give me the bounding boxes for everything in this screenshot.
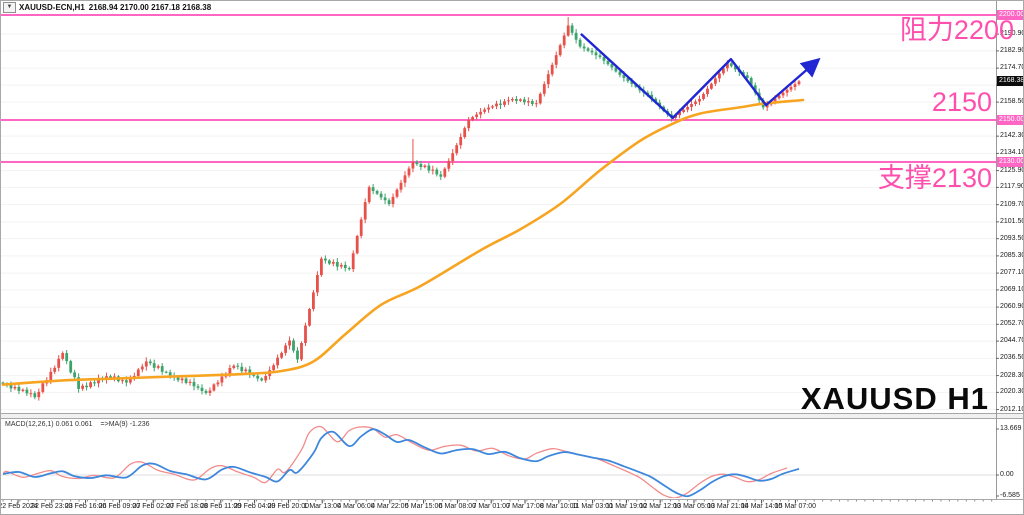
support-annotation[interactable]: 支撑2130 <box>877 163 992 193</box>
price-tick-label: 2174.70 <box>1000 64 1024 72</box>
macd-signal-line <box>2 425 788 498</box>
time-axis-label: 27 Feb 02:00 <box>132 503 174 510</box>
time-axis-label: 12 Mar 12:00 <box>639 503 681 510</box>
symbol-dropdown-icon[interactable]: ▼ <box>3 1 16 13</box>
price-tick-label: 2012.10 <box>1000 405 1024 413</box>
price-tick-label: 2158.50 <box>1000 98 1024 106</box>
time-axis-label: 27 Feb 18:00 <box>166 503 208 510</box>
price-tick-label: 2134.10 <box>1000 149 1024 157</box>
price-tick-label: 2085.30 <box>1000 251 1024 259</box>
candlestick-series <box>1 17 801 401</box>
price-tick-label: 2060.90 <box>1000 303 1024 311</box>
price-tick-label: 2093.50 <box>1000 234 1024 242</box>
time-axis-label: 22 Feb 23:00 <box>31 503 73 510</box>
macd-name: MACD(12,26,1) 0.061 0.061 <box>5 421 93 428</box>
price-tick-label: 2044.70 <box>1000 337 1024 345</box>
price-tick-label: 2117.90 <box>1000 183 1024 191</box>
time-axis-label: 6 Mar 08:00 <box>438 503 477 510</box>
ohlc-readout: 2168.94 2170.00 2167.18 2168.38 <box>88 2 212 12</box>
price-tick-label: 2020.30 <box>1000 388 1024 396</box>
time-axis-label: 11 Mar 19:00 <box>606 503 647 510</box>
price-badge-current: 2168.38 <box>997 76 1023 86</box>
macd-ma-label: =>MA(9) -1.236 <box>100 421 150 428</box>
grid-lines <box>1 33 996 411</box>
time-axis-label: 13 Mar 21:00 <box>707 503 749 510</box>
time-axis-label: 11 Mar 03:00 <box>572 503 613 510</box>
time-axis-label: 15 Mar 07:00 <box>774 503 817 510</box>
price-tick-label: 2142.30 <box>1000 132 1024 140</box>
time-axis-label: 7 Mar 17:00 <box>506 503 544 510</box>
resistance-annotation[interactable]: 阻力2200 <box>899 15 1014 45</box>
time-axis-label: 22 Feb 2024 <box>0 503 38 510</box>
price-tick-label: 2125.90 <box>1000 166 1024 174</box>
macd-indicator-label: MACD(12,26,1) 0.061 0.061 =>MA(9) -1.236 <box>5 421 150 428</box>
horizontal-level-lines[interactable] <box>1 14 996 163</box>
price-tick-label: 2109.70 <box>1000 200 1024 208</box>
price-tick-label: 2069.10 <box>1000 285 1024 293</box>
trendline-zigzag[interactable] <box>580 33 821 120</box>
time-axis-label: 8 Mar 10:00 <box>540 503 578 510</box>
price-tick-label: 2190.90 <box>1000 30 1024 38</box>
time-axis-label: 13 Mar 05:00 <box>673 503 715 510</box>
macd-main-line <box>2 428 800 498</box>
price-tick-label: 2028.30 <box>1000 371 1024 379</box>
mid-level-annotation[interactable]: 2150 <box>931 87 992 117</box>
macd-axis-top: 13.669 <box>1000 425 1022 432</box>
price-tick-label: 2182.90 <box>1000 46 1024 54</box>
price-badge-resistance: 2200.00 <box>997 10 1023 20</box>
time-axis-label: 23 Feb 16:00 <box>64 503 107 510</box>
time-axis-label: 4 Mar 22:00 <box>371 503 409 510</box>
macd-axis-bottom: -6.585 <box>1000 492 1020 499</box>
time-axis-label: 4 Mar 06:00 <box>337 503 375 510</box>
pane-splitter[interactable] <box>1 414 1024 419</box>
price-tick-label: 2052.70 <box>1000 320 1024 328</box>
time-axis-label: 7 Mar 01:00 <box>472 503 510 510</box>
time-axis-label: 14 Mar 14:00 <box>740 503 783 510</box>
price-badge-mid: 2150.00 <box>997 115 1023 125</box>
chart-titlebar: ▼ XAUUSD-ECN,H1 2168.94 2170.00 2167.18 … <box>3 1 212 13</box>
time-axis-label: 29 Feb 20:00 <box>267 503 310 510</box>
symbol-watermark: XAUUSD H1 <box>800 381 989 416</box>
time-axis-label: 29 Feb 04:00 <box>233 503 276 510</box>
time-axis-label: 5 Mar 15:00 <box>404 503 443 510</box>
time-axis-label: 28 Feb 11:00 <box>200 503 242 510</box>
moving-average-line[interactable] <box>1 98 805 386</box>
symbol-title: XAUUSD-ECN,H1 <box>19 2 85 12</box>
price-tick-label: 2036.50 <box>1000 354 1024 362</box>
time-axis-label: 26 Feb 09:00 <box>98 503 141 510</box>
macd-axis-zero: 0.00 <box>1000 471 1014 478</box>
price-badge-support: 2130.00 <box>997 157 1023 167</box>
price-tick-label: 2101.50 <box>1000 217 1024 225</box>
time-axis-label: 1 Mar 13:00 <box>303 503 341 510</box>
price-tick-label: 2077.10 <box>1000 269 1024 277</box>
